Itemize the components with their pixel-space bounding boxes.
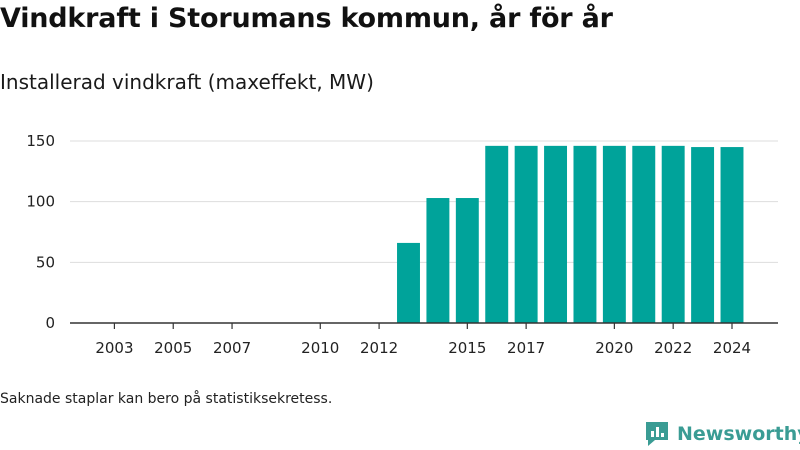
newsworthy-logo[interactable]: Newsworthy	[643, 420, 800, 448]
brand-name: Newsworthy	[677, 423, 800, 445]
x-tick-label: 2022	[654, 339, 692, 357]
x-tick-label: 2007	[213, 339, 251, 357]
x-tick-label: 2012	[360, 339, 398, 357]
x-tick-label: 2005	[154, 339, 192, 357]
bar	[544, 145, 568, 323]
bar	[397, 242, 420, 323]
bar-chart: 0 50 100 150 2003 2005 2007 2010 2012 2015 2017 202…	[26, 132, 778, 357]
bar	[632, 145, 656, 323]
bar	[485, 145, 509, 323]
bar	[573, 145, 597, 323]
x-tick-label: 2024	[713, 339, 751, 357]
y-tick-label: 150	[26, 132, 55, 150]
bar	[602, 145, 626, 323]
x-tick-label: 2020	[595, 339, 633, 357]
bar	[691, 147, 715, 323]
bar	[455, 198, 479, 323]
bar	[514, 145, 538, 323]
chart-subtitle: Installerad vindkraft (maxeffekt, MW)	[0, 70, 374, 94]
bar	[661, 145, 685, 323]
x-tick-label: 2003	[95, 339, 133, 357]
footnote: Saknade staplar kan bero på statistiksek…	[0, 391, 333, 407]
chart-title: Vindkraft i Storumans kommun, år för år	[0, 3, 613, 34]
y-tick-label: 100	[26, 193, 55, 211]
y-tick-label: 50	[36, 253, 55, 271]
x-tick-label: 2010	[301, 339, 339, 357]
x-tick-label: 2017	[507, 339, 545, 357]
y-tick-label: 0	[45, 314, 55, 332]
newsworthy-logo-icon	[646, 422, 668, 446]
bar	[720, 147, 744, 323]
bar	[426, 198, 450, 323]
x-tick-label: 2015	[448, 339, 486, 357]
